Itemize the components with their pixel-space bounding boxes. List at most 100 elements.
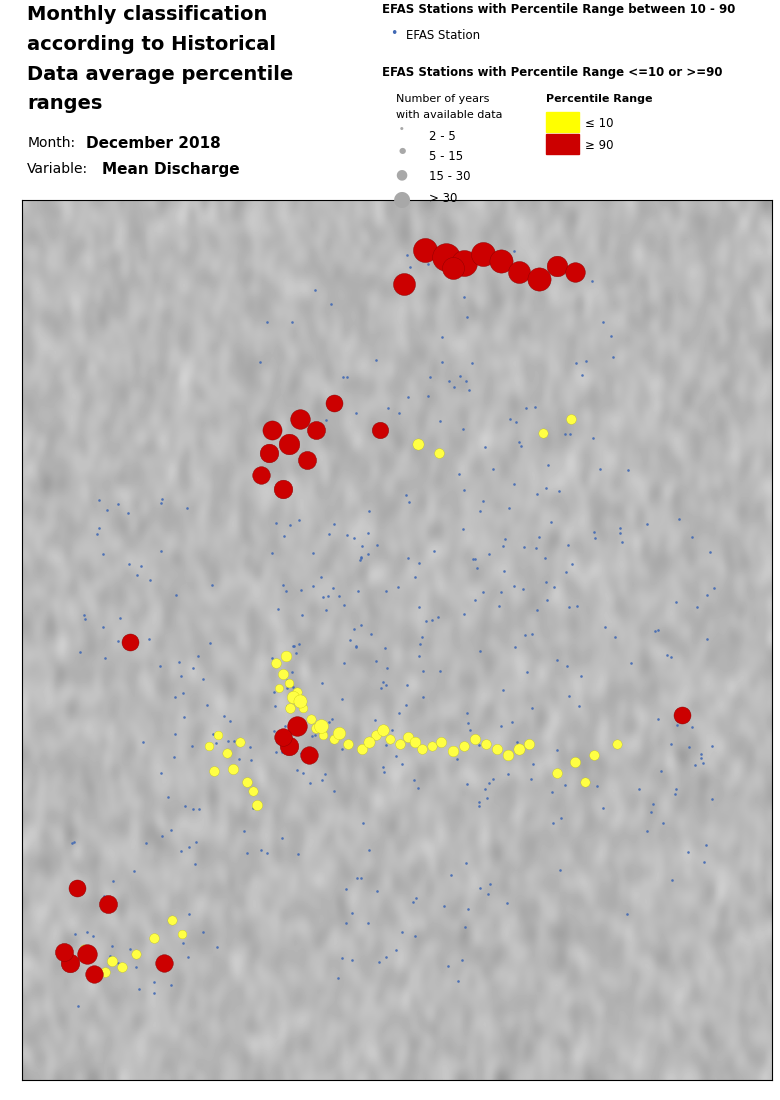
Point xyxy=(211,938,223,956)
Point xyxy=(706,790,718,807)
Point xyxy=(481,789,494,806)
Point xyxy=(281,671,293,689)
Point xyxy=(282,737,295,755)
Point xyxy=(320,601,332,618)
Point xyxy=(234,733,246,750)
Point xyxy=(615,534,628,551)
Point xyxy=(168,688,181,705)
Point xyxy=(661,647,673,664)
Point xyxy=(303,747,316,764)
Point xyxy=(488,461,500,478)
Point xyxy=(511,733,523,750)
Point xyxy=(417,662,430,680)
Text: Number of years: Number of years xyxy=(396,94,490,103)
Text: EFAS Stations with Percentile Range between 10 - 90: EFAS Stations with Percentile Range betw… xyxy=(382,3,736,16)
Point xyxy=(323,713,335,730)
Point xyxy=(266,544,278,562)
Point xyxy=(144,571,157,588)
Point xyxy=(349,638,362,656)
Point xyxy=(305,711,317,728)
Point xyxy=(176,925,188,943)
Point xyxy=(192,648,204,666)
Point xyxy=(441,957,454,975)
Point xyxy=(147,974,160,991)
Point xyxy=(233,750,246,768)
Point xyxy=(665,736,677,754)
Point xyxy=(569,754,581,771)
Point xyxy=(551,651,563,669)
Point xyxy=(462,900,474,917)
Point xyxy=(673,510,686,528)
Point xyxy=(428,542,441,560)
Point xyxy=(175,667,187,684)
Point xyxy=(563,598,576,616)
Point xyxy=(466,354,478,372)
Text: according to Historical: according to Historical xyxy=(27,35,276,54)
Point xyxy=(135,558,147,575)
Point xyxy=(509,414,522,431)
Point xyxy=(148,984,161,1002)
Point xyxy=(245,751,257,769)
Point xyxy=(514,438,526,455)
Point xyxy=(482,886,495,903)
Point xyxy=(266,649,278,667)
Point xyxy=(614,525,626,542)
Point xyxy=(336,949,349,967)
Point xyxy=(278,527,290,544)
Point xyxy=(210,735,222,752)
Point xyxy=(115,958,128,976)
Point xyxy=(254,466,267,484)
Point xyxy=(547,814,559,832)
Point xyxy=(704,543,716,561)
Point xyxy=(277,728,289,746)
Point xyxy=(461,776,473,793)
Point xyxy=(459,372,472,389)
Point xyxy=(395,923,408,940)
Point xyxy=(282,697,294,715)
Point xyxy=(227,760,239,778)
Point xyxy=(106,937,119,955)
Text: EFAS Station: EFAS Station xyxy=(406,29,480,42)
Point xyxy=(273,679,285,696)
Point xyxy=(113,609,126,627)
Point xyxy=(143,630,155,648)
Point xyxy=(686,718,698,736)
Point xyxy=(516,581,529,598)
Point xyxy=(551,764,563,782)
Point xyxy=(365,625,378,642)
Point xyxy=(72,998,84,1015)
Point xyxy=(284,713,296,730)
Point xyxy=(573,697,586,715)
Point xyxy=(81,945,94,962)
Point xyxy=(519,626,531,644)
Point xyxy=(241,845,254,862)
Point xyxy=(317,587,329,605)
Point xyxy=(679,710,691,727)
Point xyxy=(460,704,473,722)
Point xyxy=(78,606,90,624)
Point xyxy=(633,780,646,798)
Point xyxy=(343,631,356,649)
Point xyxy=(122,504,135,521)
Point xyxy=(463,381,475,398)
Point xyxy=(158,954,170,971)
Text: ≥ 90: ≥ 90 xyxy=(585,139,614,152)
Point xyxy=(155,827,168,845)
Point xyxy=(641,823,654,840)
Point xyxy=(588,522,601,540)
Point xyxy=(289,645,302,662)
Point xyxy=(323,526,335,543)
Point xyxy=(154,541,167,559)
Point xyxy=(419,241,431,258)
Point xyxy=(292,635,305,652)
Point xyxy=(328,395,341,412)
Point xyxy=(409,733,421,750)
Point xyxy=(328,516,340,534)
Text: Percentile Range: Percentile Range xyxy=(546,94,653,103)
Point xyxy=(569,354,582,372)
Point xyxy=(393,704,406,722)
Point xyxy=(218,707,230,725)
Point xyxy=(352,582,364,600)
Text: ●: ● xyxy=(398,146,406,155)
Point xyxy=(99,649,112,667)
